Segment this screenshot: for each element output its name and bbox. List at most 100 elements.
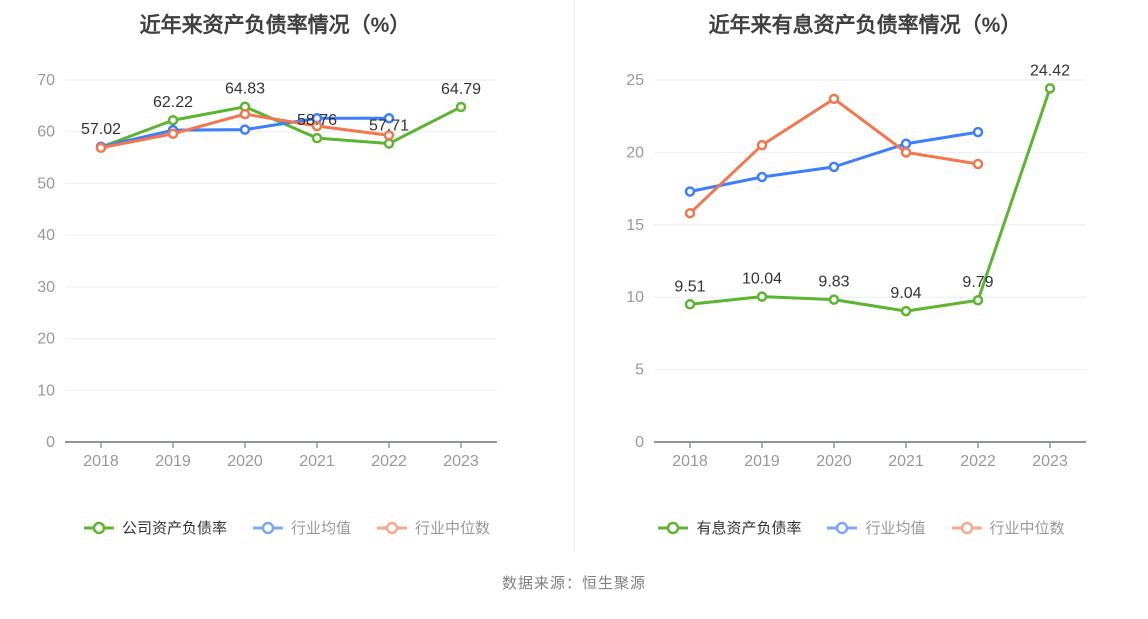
legend-line-marker-icon: [252, 521, 283, 534]
legend-line-marker-icon: [83, 521, 114, 534]
data-point: [756, 139, 768, 151]
y-axis-label: 20: [626, 144, 644, 161]
data-point: [756, 291, 768, 302]
series-line-2: [688, 97, 980, 215]
data-label: 62.22: [153, 94, 193, 111]
interest-bearing-chart-panel: 近年来有息资产负债率情况（%） 0 5 10 15 20 25 2018 2019 2020 202…: [574, 0, 1148, 552]
interest-bearing-chart-canvas: 近年来有息资产负债率情况（%） 0 5 10 15 20 25 2018 2019 2020 202…: [626, 13, 1086, 470]
y-axis-label: 25: [626, 72, 644, 89]
x-axis-label: 2019: [744, 453, 780, 470]
legend-item[interactable]: 有息资产负债率: [658, 517, 801, 538]
data-point: [972, 158, 984, 170]
data-label: 10.04: [742, 271, 782, 288]
legend-line-marker-icon: [827, 521, 858, 534]
asset-liability-chart-canvas: 近年来资产负债率情况（%） 0 10 20 30 40 50 60 70 2018 2019 2020…: [37, 13, 497, 470]
data-point: [900, 147, 912, 158]
data-point: [167, 114, 179, 126]
data-label: 24.42: [1030, 62, 1070, 79]
data-point: [900, 305, 912, 317]
legend-marker-ring: [92, 521, 106, 534]
y-axis-label: 20: [37, 331, 55, 348]
series-line-0: [688, 86, 1052, 313]
y-axis-label: 0: [46, 434, 55, 451]
asset-liability-chart-legend: 公司资产负债率 行业均值 行业中位数: [0, 517, 574, 538]
data-point: [383, 113, 395, 124]
asset-liability-chart-panel: 近年来资产负债率情况（%） 0 10 20 30 40 50 60 70 2018 2019 2020…: [0, 0, 574, 552]
legend-line-marker-icon: [658, 521, 689, 534]
x-axis-label: 2022: [960, 453, 996, 470]
x-axis-label: 2023: [1032, 453, 1068, 470]
x-axis-label: 2021: [888, 453, 924, 470]
x-axis-label: 2022: [371, 453, 407, 470]
data-point: [167, 128, 179, 140]
data-label: 9.04: [890, 285, 921, 302]
x-axis-label: 2020: [816, 453, 852, 470]
y-axis-label: 30: [37, 279, 55, 296]
data-point: [383, 130, 395, 141]
data-label: 58.76: [297, 112, 337, 129]
data-point: [828, 161, 840, 173]
data-point: [239, 108, 251, 120]
data-point: [828, 93, 840, 105]
data-point: [972, 294, 984, 306]
x-axis-label: 2021: [299, 453, 335, 470]
data-point: [900, 138, 912, 149]
legend-item[interactable]: 行业均值: [252, 517, 351, 538]
data-label: 57.02: [81, 121, 121, 138]
interest-bearing-chart-legend: 有息资产负债率 行业均值 行业中位数: [575, 517, 1148, 538]
data-point: [756, 171, 768, 183]
legend-marker-ring: [667, 521, 680, 534]
legend-item[interactable]: 行业均值: [827, 517, 926, 538]
data-source-note: 数据来源：恒生聚源: [501, 575, 646, 592]
y-axis-label: 40: [37, 227, 55, 244]
data-point: [684, 299, 696, 310]
legend-marker-ring: [960, 521, 973, 534]
y-axis-label: 10: [37, 382, 55, 399]
legend-item-label: 行业均值: [865, 520, 926, 537]
legend-item[interactable]: 公司资产负债率: [83, 517, 227, 538]
y-axis-label: 50: [37, 175, 55, 192]
chart-title: 近年来有息资产负债率情况（%）: [709, 13, 1022, 37]
data-label: 64.79: [441, 81, 481, 98]
y-axis-label: 0: [635, 434, 644, 451]
x-axis-label: 2018: [83, 453, 119, 470]
y-axis-label: 70: [37, 72, 55, 89]
legend-item-label: 行业中位数: [415, 520, 491, 537]
x-axis-label: 2023: [443, 453, 479, 470]
data-point: [383, 138, 395, 149]
series-line-0: [99, 105, 463, 149]
data-label: 64.83: [225, 81, 265, 98]
legend-item[interactable]: 行业中位数: [377, 517, 490, 538]
x-axis-label: 2019: [155, 453, 191, 470]
y-axis-label: 15: [626, 217, 644, 234]
legend-item-label: 行业均值: [290, 520, 351, 537]
legend-item-label: 有息资产负债率: [696, 520, 802, 537]
x-axis-label: 2020: [227, 453, 263, 470]
data-label: 57.71: [369, 118, 409, 135]
legend-line-marker-icon: [951, 521, 982, 534]
data-point: [455, 101, 467, 113]
legend-marker-ring: [261, 521, 275, 534]
data-point: [311, 120, 323, 132]
data-label: 9.83: [818, 274, 849, 291]
data-point: [95, 142, 107, 153]
data-label: 9.51: [674, 278, 705, 295]
data-point: [828, 294, 840, 305]
chart-title: 近年来资产负债率情况（%）: [140, 13, 411, 37]
legend-item[interactable]: 行业中位数: [951, 517, 1065, 538]
legend-item-label: 行业中位数: [989, 520, 1065, 537]
data-label: 9.79: [962, 274, 993, 291]
legend-item-label: 公司资产负债率: [121, 520, 227, 537]
charts-row: 近年来资产负债率情况（%） 0 10 20 30 40 50 60 70 2018 2019 2020…: [0, 0, 1148, 552]
data-point: [684, 186, 696, 197]
data-point: [1044, 83, 1056, 94]
x-axis-label: 2018: [672, 453, 708, 470]
data-point: [311, 132, 323, 144]
y-axis-label: 10: [626, 289, 644, 306]
y-axis-label: 5: [635, 362, 644, 379]
legend-line-marker-icon: [377, 521, 407, 534]
data-point: [239, 124, 251, 135]
y-axis-label: 60: [37, 124, 55, 141]
legend-marker-ring: [385, 521, 399, 534]
legend-marker-ring: [836, 521, 849, 534]
